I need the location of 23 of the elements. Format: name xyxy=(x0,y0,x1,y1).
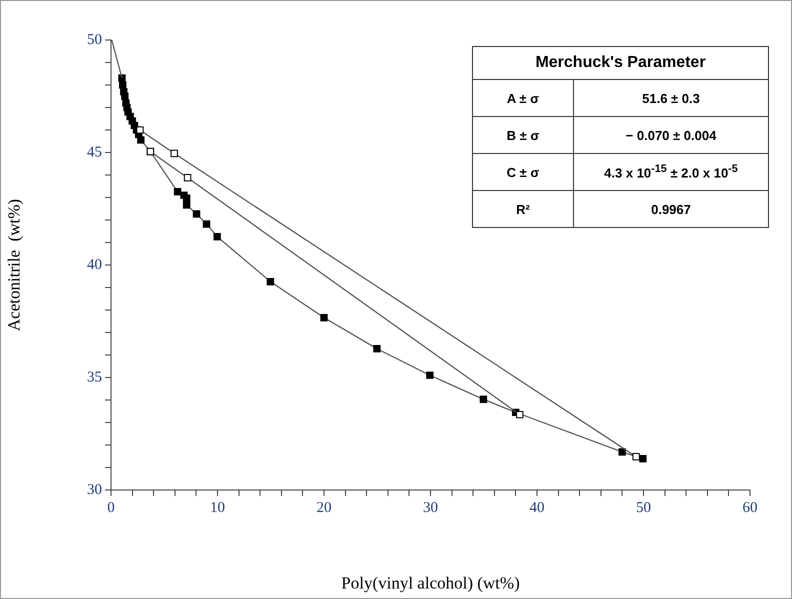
annotation: R² xyxy=(472,190,574,228)
y-axis-title: Acetonitrile (wt%) xyxy=(4,198,24,332)
y-tick-label: 30 xyxy=(87,482,102,498)
annotation: − 0.070 ± 0.004 xyxy=(574,116,768,154)
annotation: C ± σ xyxy=(472,154,574,190)
x-axis-title: Poly(vinyl alcohol) (wt%) xyxy=(341,573,520,592)
annotation: B ± σ xyxy=(472,116,574,154)
x-tick-label: 10 xyxy=(210,500,225,516)
x-tick-label: 40 xyxy=(530,500,544,516)
x-tick-label: 20 xyxy=(316,500,332,516)
annotation: 51.6 ± 0.3 xyxy=(574,80,768,116)
y-tick-label: 45 xyxy=(87,144,102,160)
annotation: Merchuck's Parameter xyxy=(472,46,768,80)
annotation: 4.3 x 10$^{-15}$ ± 2.0 x 10$^{-5}$ xyxy=(574,154,768,190)
y-tick-label: 35 xyxy=(87,369,102,386)
y-tick-label: 40 xyxy=(87,256,102,273)
annotation: 0.9967 xyxy=(574,190,768,228)
x-tick-label: 0 xyxy=(107,500,115,516)
y-tick-label: 50 xyxy=(87,32,102,48)
x-tick-label: 30 xyxy=(423,500,438,516)
x-tick-label: 60 xyxy=(742,500,758,516)
annotation: A ± σ xyxy=(472,80,574,116)
x-tick-label: 50 xyxy=(636,500,651,516)
